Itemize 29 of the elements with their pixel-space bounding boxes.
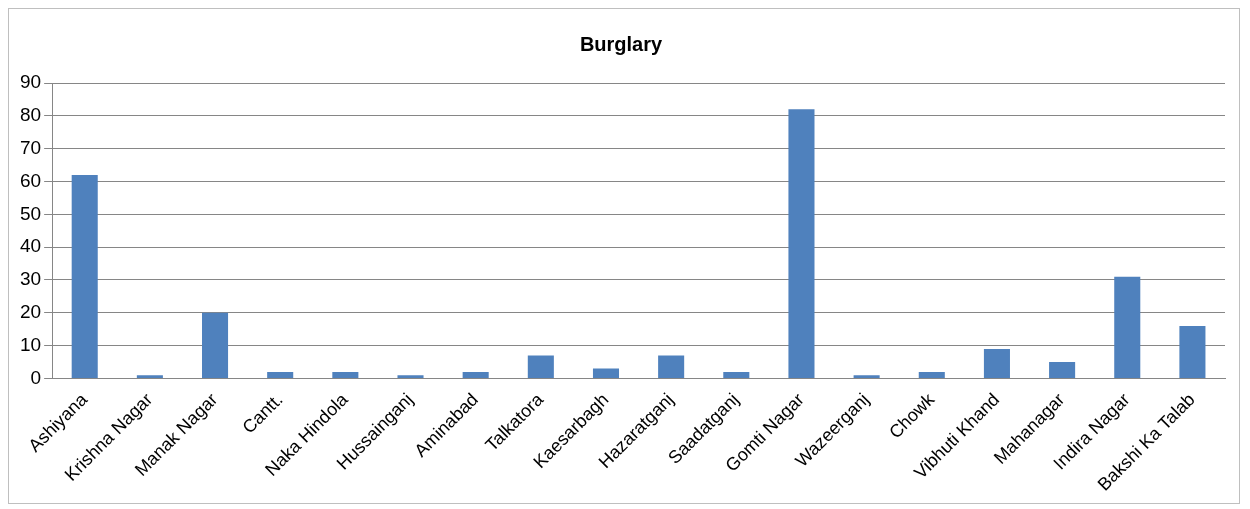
y-tick-label: 60 [19, 169, 42, 191]
bar [1049, 362, 1076, 378]
bar [723, 371, 750, 378]
y-tick-label: 50 [19, 202, 42, 224]
bar [788, 109, 815, 378]
bar [202, 312, 229, 378]
bar [853, 375, 880, 378]
bar [592, 368, 620, 378]
bar [1179, 325, 1206, 378]
y-tick-label: 10 [19, 333, 42, 355]
bar [71, 174, 98, 378]
y-tick-label: 40 [19, 235, 42, 257]
bar [918, 371, 945, 378]
bar [983, 348, 1010, 378]
bar [462, 371, 489, 378]
bar [332, 371, 359, 378]
bar [658, 355, 685, 378]
y-tick-label: 70 [19, 136, 42, 158]
bar [397, 375, 424, 378]
y-tick-label: 20 [19, 301, 42, 323]
bar [267, 371, 294, 378]
y-tick-label: 30 [19, 268, 42, 290]
y-tick-label: 0 [30, 366, 42, 388]
bar [1114, 276, 1141, 378]
chart-title: Burglary [579, 32, 663, 55]
y-tick-label: 80 [19, 104, 42, 126]
bar [136, 375, 163, 378]
y-tick-label: 90 [19, 71, 42, 93]
bar [527, 355, 554, 378]
